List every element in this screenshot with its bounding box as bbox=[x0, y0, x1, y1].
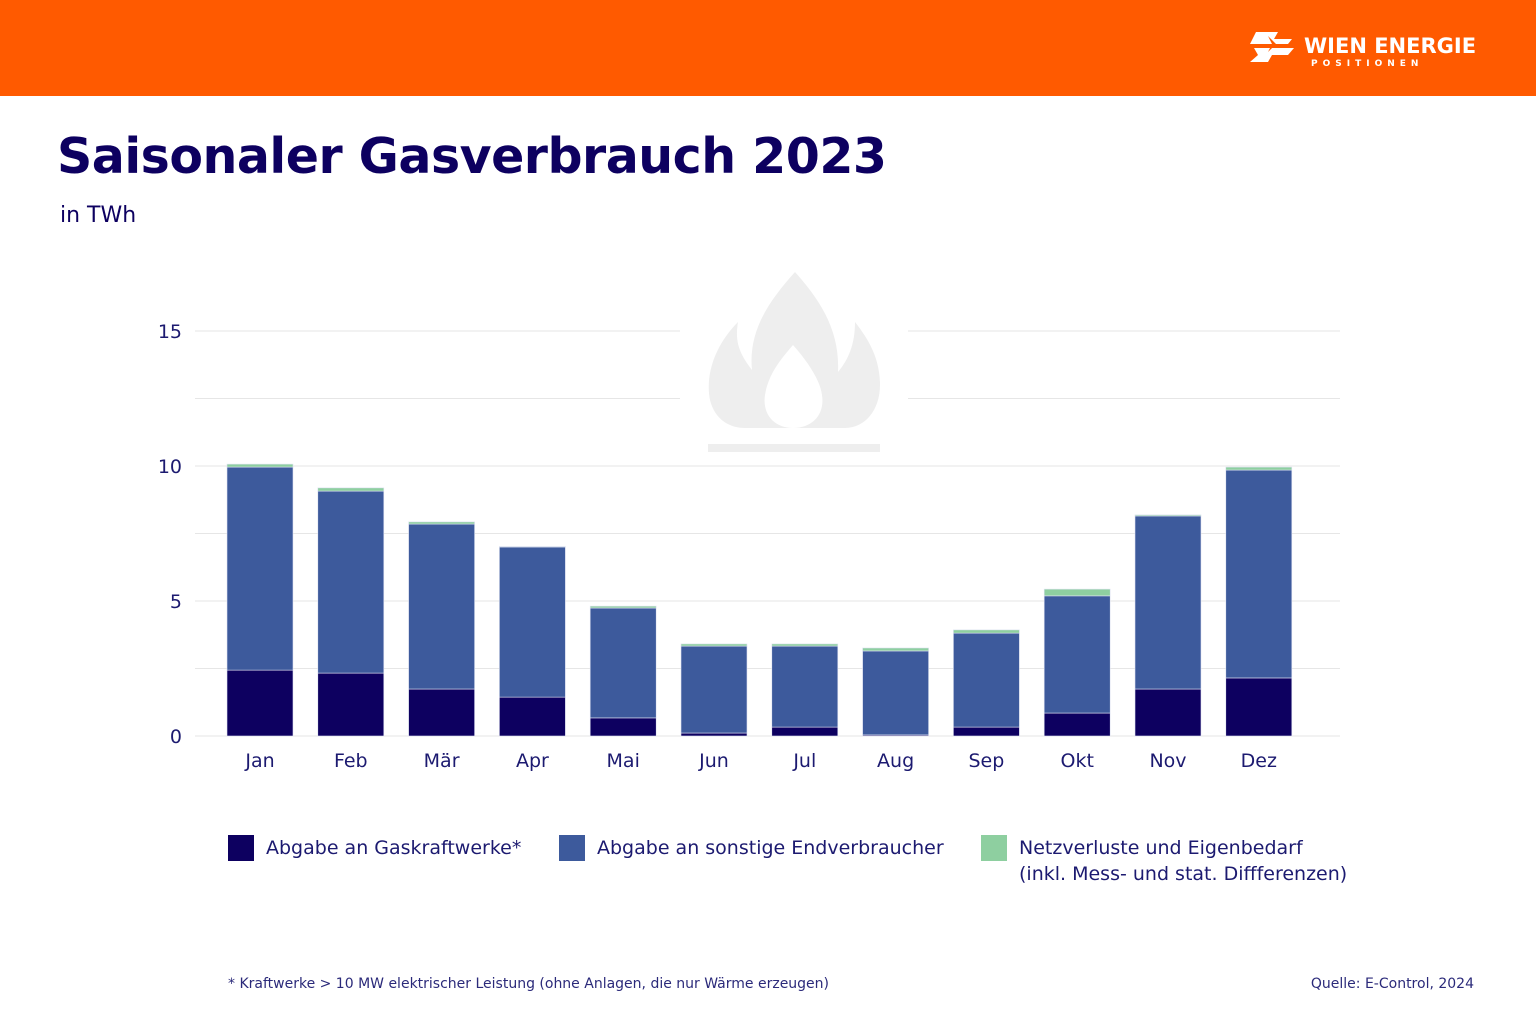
legend-item-endverbraucher: Abgabe an sonstige Endverbraucher bbox=[559, 835, 944, 861]
y-tick-label: 0 bbox=[170, 726, 182, 748]
legend-label: Abgabe an Gaskraftwerke* bbox=[266, 837, 522, 859]
bar-segment-Mär-0 bbox=[408, 688, 475, 737]
flame-icon bbox=[680, 270, 908, 460]
bar-segment-Sep-2 bbox=[953, 629, 1020, 634]
bar-segment-Jan-0 bbox=[226, 669, 294, 737]
x-tick-label: Apr bbox=[516, 750, 549, 772]
bar-segment-Okt-2 bbox=[1043, 588, 1111, 597]
bar-segment-Jan-2 bbox=[226, 463, 294, 468]
legend-label-line2: (inkl. Mess- und stat. Diffferenzen) bbox=[1019, 863, 1348, 885]
bar-segment-Feb-0 bbox=[317, 672, 385, 737]
bar-segment-Nov-2 bbox=[1134, 514, 1202, 517]
y-tick-label: 5 bbox=[170, 591, 182, 613]
legend-item-netzverluste: Netzverluste und Eigenbedarf (inkl. Mess… bbox=[981, 835, 1347, 887]
bar-segment-Feb-2 bbox=[317, 487, 385, 492]
x-tick-label: Mär bbox=[424, 750, 460, 772]
brand-name: WIEN ENERGIE bbox=[1304, 34, 1477, 58]
bar-segment-Jul-2 bbox=[771, 643, 839, 647]
bar-segment-Mai-1 bbox=[589, 607, 657, 719]
logo-mark-icon bbox=[1250, 32, 1294, 62]
x-tick-label: Feb bbox=[334, 750, 368, 772]
bar-segment-Sep-0 bbox=[953, 726, 1020, 737]
x-tick-label: Nov bbox=[1149, 750, 1186, 772]
bar-segment-Sep-1 bbox=[953, 632, 1020, 728]
legend-swatch bbox=[559, 835, 585, 861]
wien-energie-logo: WIEN ENERGIE POSITIONEN bbox=[1248, 30, 1488, 74]
x-tick-label: Aug bbox=[877, 750, 914, 772]
bar-segment-Dez-1 bbox=[1225, 469, 1293, 679]
bar-segment-Feb-1 bbox=[317, 490, 385, 674]
bar-segment-Jun-0 bbox=[680, 732, 748, 737]
source: Quelle: E-Control, 2024 bbox=[1310, 976, 1474, 992]
x-tick-label: Mai bbox=[607, 750, 640, 772]
bar-segment-Jun-1 bbox=[680, 645, 748, 734]
bar-segment-Jun-2 bbox=[680, 643, 748, 647]
bar-segment-Jul-0 bbox=[771, 726, 839, 737]
y-tick-label: 10 bbox=[158, 456, 182, 478]
legend-swatch bbox=[981, 835, 1007, 861]
y-axis: 0 5 10 15 bbox=[158, 321, 182, 748]
bar-segment-Apr-0 bbox=[499, 696, 566, 737]
legend-label: Abgabe an sonstige Endverbraucher bbox=[597, 837, 944, 859]
page-title: Saisonaler Gasverbrauch 2023 bbox=[57, 128, 887, 185]
unit-label: in TWh bbox=[60, 203, 137, 228]
brand-sub: POSITIONEN bbox=[1311, 59, 1424, 69]
bar-segment-Aug-1 bbox=[862, 650, 929, 736]
bar-segment-Aug-2 bbox=[862, 647, 929, 652]
legend-item-gaskraftwerke: Abgabe an Gaskraftwerke* bbox=[228, 835, 521, 861]
bar-segment-Mai-2 bbox=[589, 605, 657, 609]
bar-segment-Okt-0 bbox=[1043, 712, 1111, 737]
bar-segment-Jul-1 bbox=[771, 645, 839, 728]
x-tick-label: Okt bbox=[1060, 750, 1093, 772]
bar-segment-Okt-1 bbox=[1043, 595, 1111, 714]
bar-segment-Dez-0 bbox=[1225, 677, 1293, 737]
legend-label: Netzverluste und Eigenbedarf bbox=[1019, 837, 1303, 859]
bar-segment-Nov-0 bbox=[1134, 688, 1202, 737]
y-tick-label: 15 bbox=[158, 321, 182, 343]
x-tick-label: Jan bbox=[244, 750, 274, 772]
bar-segment-Apr-1 bbox=[499, 546, 566, 698]
bar-segment-Dez-2 bbox=[1225, 466, 1293, 471]
bar-segment-Nov-1 bbox=[1134, 515, 1202, 690]
x-tick-label: Dez bbox=[1241, 750, 1277, 772]
x-tick-label: Jul bbox=[792, 750, 816, 772]
x-tick-label: Jun bbox=[698, 750, 729, 772]
footnote: * Kraftwerke > 10 MW elektrischer Leistu… bbox=[228, 976, 830, 992]
legend-swatch bbox=[228, 835, 254, 861]
x-tick-label: Sep bbox=[968, 750, 1004, 772]
bar-segment-Apr-2 bbox=[499, 546, 566, 548]
header-bar: WIEN ENERGIE POSITIONEN bbox=[0, 0, 1536, 96]
bar-segment-Mär-1 bbox=[408, 523, 475, 690]
bar-segment-Mär-2 bbox=[408, 521, 475, 525]
bar-segment-Mai-0 bbox=[589, 717, 657, 737]
x-axis: Jan Feb Mär Apr Mai Jun Jul Aug Sep Okt Nov Dez bbox=[244, 750, 1277, 772]
bar-segment-Jan-1 bbox=[226, 466, 294, 671]
bars bbox=[226, 463, 1293, 737]
